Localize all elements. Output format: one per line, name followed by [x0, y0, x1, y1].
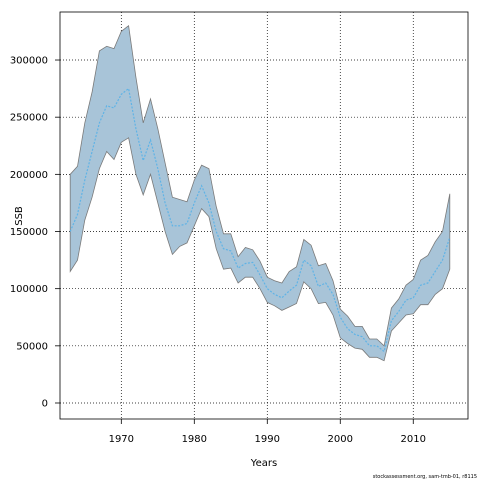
y-tick-label: 200000	[10, 170, 48, 181]
x-tick-label: 1980	[182, 434, 207, 445]
ssb-estimate-line	[69, 87, 451, 353]
y-tick-label: 100000	[10, 284, 48, 295]
x-tick-label: 2010	[401, 434, 426, 445]
y-tick-label: 0	[42, 398, 48, 409]
x-tick-label: 1970	[109, 434, 134, 445]
confidence-band	[69, 24, 451, 362]
y-tick-label: 300000	[10, 56, 48, 67]
x-tick-label: 1990	[255, 434, 280, 445]
plot-frame	[59, 11, 469, 420]
y-tick-label: 150000	[10, 227, 48, 238]
credit-text: stockassessment.org, sam-tmb-01, r8115	[373, 474, 477, 480]
y-tick-label: 50000	[16, 341, 48, 352]
x-tick-label: 2000	[328, 434, 353, 445]
y-axis-title: SSB	[14, 206, 25, 226]
y-tick-label: 250000	[10, 113, 48, 124]
y-axis: 0 50000 100000 150000 200000 250000 300000	[10, 56, 60, 409]
x-axis-title: Years	[250, 458, 277, 469]
x-axis: 1970 1980 1990 2000 2010	[109, 419, 426, 445]
